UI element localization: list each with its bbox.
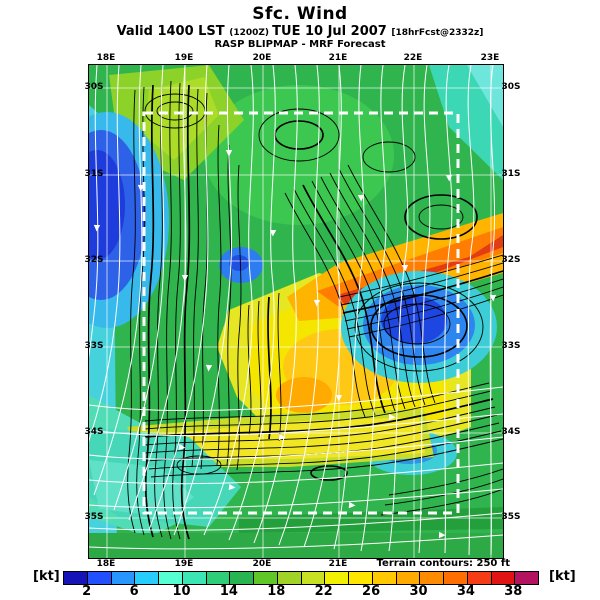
colorbar-segment [253,572,277,584]
lat-label-left: 32S [84,255,104,265]
wind-map [89,65,503,558]
lon-label-bottom: 21E [328,559,348,569]
colorbar-segment [181,572,206,584]
colorbar-tick-label: 30 [409,584,428,599]
valid-prefix: Valid 1400 LST [116,24,230,39]
lat-label-left: 35S [84,512,104,522]
colorbar-segment [300,572,325,584]
lat-label-left: 31S [84,169,104,179]
streamlines [89,65,503,556]
colorbar-segment [395,572,420,584]
colorbar-segment [348,572,372,584]
lon-label-top: 20E [252,53,272,63]
colorbar-segment [443,572,467,584]
colorbar-segment [134,572,158,584]
model-line: RASP BLIPMAP - MRF Forecast [214,39,386,50]
lon-label-bottom: 18E [96,559,116,569]
lon-label-top: 21E [328,53,348,63]
windspeed-colorbar [63,571,539,585]
colorbar-segment [324,572,348,584]
page-title: Sfc. Wind [252,4,348,24]
colorbar-tick-label: 22 [314,584,333,599]
map-area [88,64,504,559]
colorbar-segment [419,572,443,584]
lon-label-top: 18E [96,53,116,63]
colorbar-tick-label: 2 [82,584,92,599]
lat-label-right: 35S [501,512,521,522]
unit-label-right: [kt] [549,569,576,584]
colorbar-segment [86,572,111,584]
init-time: (1200Z) [229,28,273,38]
colorbar-segment [490,572,515,584]
colorbar-segment [276,572,301,584]
lat-label-right: 31S [501,169,521,179]
domain-box [142,111,460,515]
lon-label-bottom: 19E [174,559,194,569]
colorbar-tick-label: 6 [129,584,139,599]
colorbar-segment [466,572,491,584]
lon-label-top: 22E [403,53,423,63]
colorbar-tick-label: 14 [219,584,238,599]
colorbar-tick-label: 18 [267,584,286,599]
lat-label-right: 34S [501,427,521,437]
colorbar-tick-label: 10 [172,584,191,599]
colorbar-tick-label: 38 [504,584,523,599]
valid-date: TUE 10 Jul 2007 [272,24,392,39]
lat-label-left: 33S [84,341,104,351]
terrain-contour-note: Terrain contours: 250 ft [376,558,510,569]
colorbar-tick-label: 34 [456,584,475,599]
lat-label-left: 30S [84,82,104,92]
unit-label-left: [kt] [33,569,60,584]
colorbar-segment [64,572,87,584]
forecast-hour: [18hrFcst@2332z] [391,28,484,38]
colorbar-segment [205,572,230,584]
lon-label-bottom: 20E [252,559,272,569]
colorbar-segment [158,572,182,584]
lat-label-right: 30S [501,82,521,92]
colorbar-segment [514,572,538,584]
colorbar-segment [110,572,135,584]
lon-label-top: 19E [174,53,194,63]
colorbar-tick-label: 26 [362,584,381,599]
colorbar-segment [229,572,253,584]
lat-label-right: 32S [501,255,521,265]
valid-time-line: Valid 1400 LST (1200Z) TUE 10 Jul 2007 [… [0,24,600,39]
lat-label-left: 34S [84,427,104,437]
lon-label-top: 23E [480,53,500,63]
colorbar-segment [371,572,396,584]
lat-label-right: 33S [501,341,521,351]
